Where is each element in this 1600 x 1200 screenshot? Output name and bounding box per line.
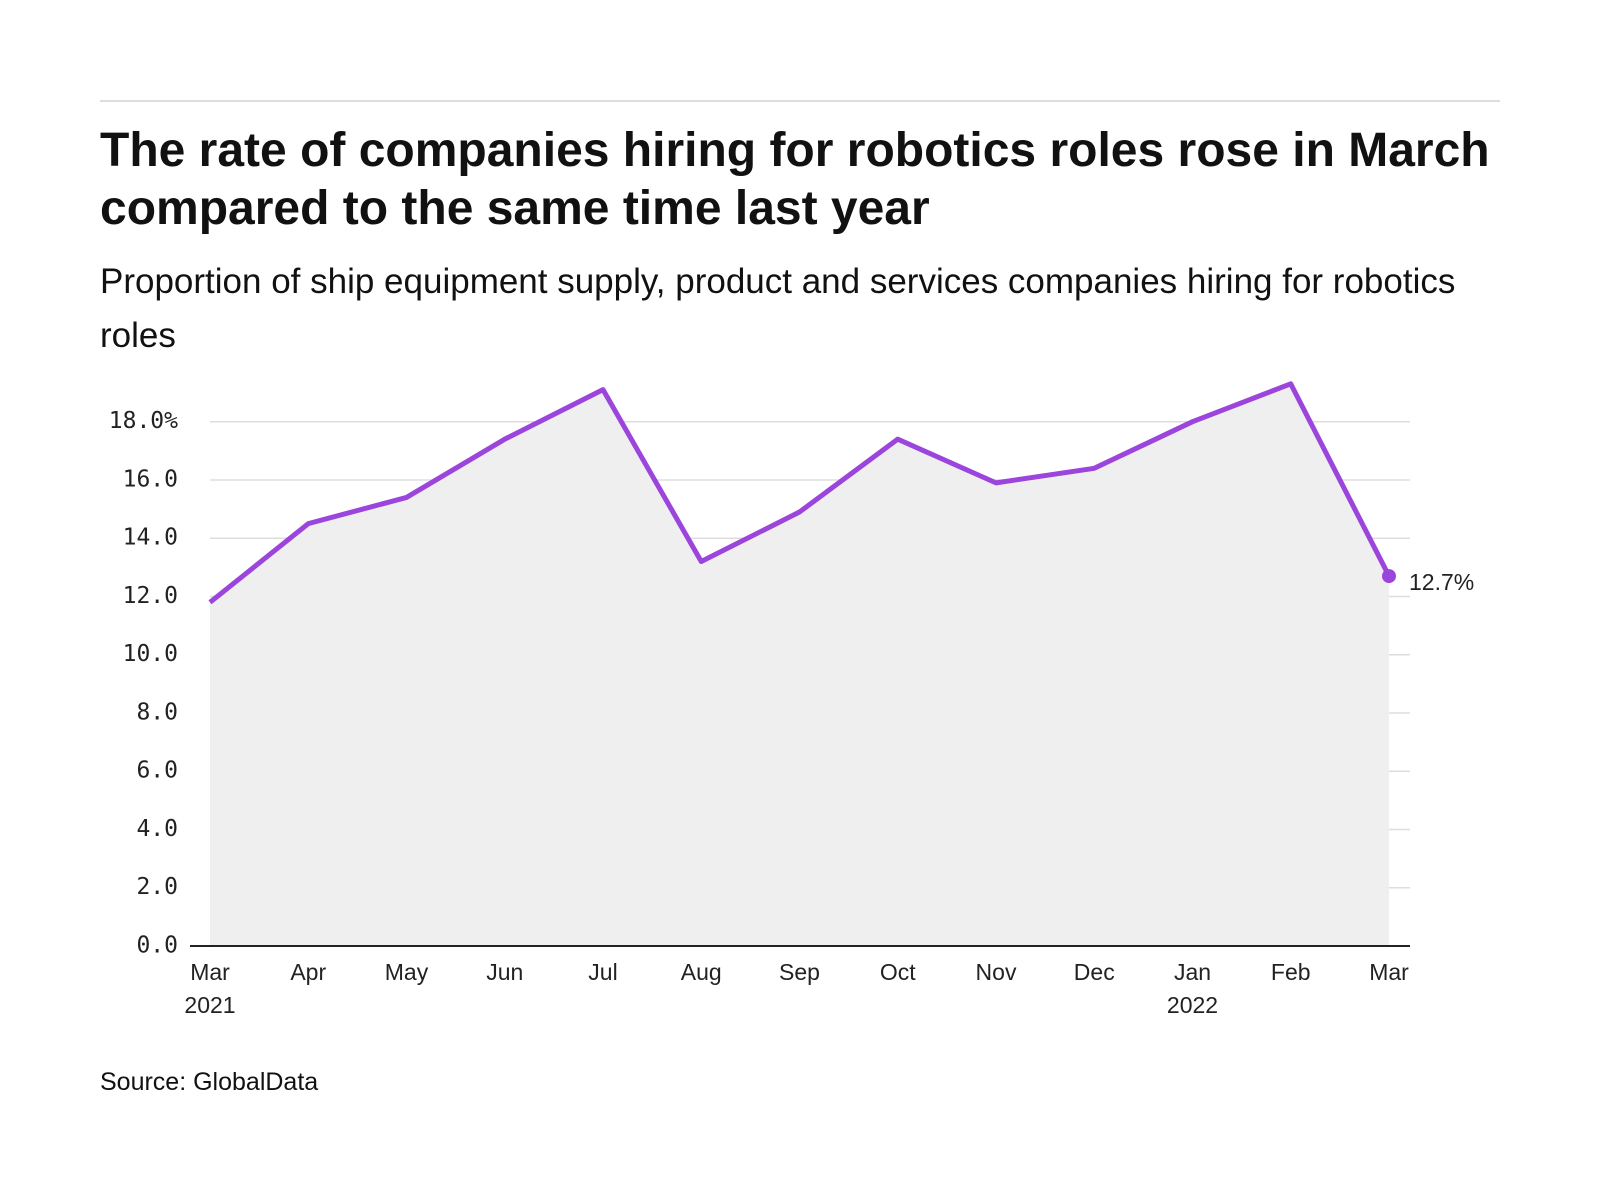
x-tick-label: Mar 2021 <box>184 959 235 1018</box>
y-tick-label: 6.0 <box>136 758 178 784</box>
y-tick-label: 2.0 <box>136 874 178 900</box>
x-tick-label: May <box>385 959 429 985</box>
y-tick-label: 14.0 <box>123 525 178 551</box>
x-tick-label: Aug <box>681 959 722 985</box>
x-tick-label: Mar <box>1369 959 1409 985</box>
x-tick-label: Feb <box>1271 959 1311 985</box>
y-tick-label: 4.0 <box>136 816 178 842</box>
x-tick-label: Dec <box>1074 959 1115 985</box>
top-rule <box>100 100 1500 102</box>
y-tick-label: 10.0 <box>123 641 178 667</box>
x-tick-label: Jan 2022 <box>1167 959 1218 1018</box>
x-tick-label: Apr <box>290 959 326 985</box>
y-tick-label: 0.0 <box>136 933 178 959</box>
chart-subtitle: Proportion of ship equipment supply, pro… <box>100 262 1456 355</box>
area <box>210 383 1389 946</box>
end-point <box>1382 569 1396 584</box>
source: Source: GlobalData <box>100 1068 319 1096</box>
y-tick-label: 12.0 <box>123 583 178 609</box>
value-label: 12.7% <box>1409 569 1474 595</box>
y-tick-label: 8.0 <box>136 699 178 725</box>
y-tick-label: 18.0% <box>109 408 178 434</box>
chart-title: The rate of companies hiring for robotic… <box>100 124 1490 235</box>
line <box>208 381 1392 605</box>
y-tick-label: 16.0 <box>123 466 178 492</box>
x-tick-label: Sep <box>779 959 820 985</box>
x-tick-label: Oct <box>880 959 916 985</box>
x-tick-label: Jul <box>588 959 617 985</box>
x-tick-label: Jun <box>486 959 523 985</box>
x-tick-label: Nov <box>976 959 1017 985</box>
